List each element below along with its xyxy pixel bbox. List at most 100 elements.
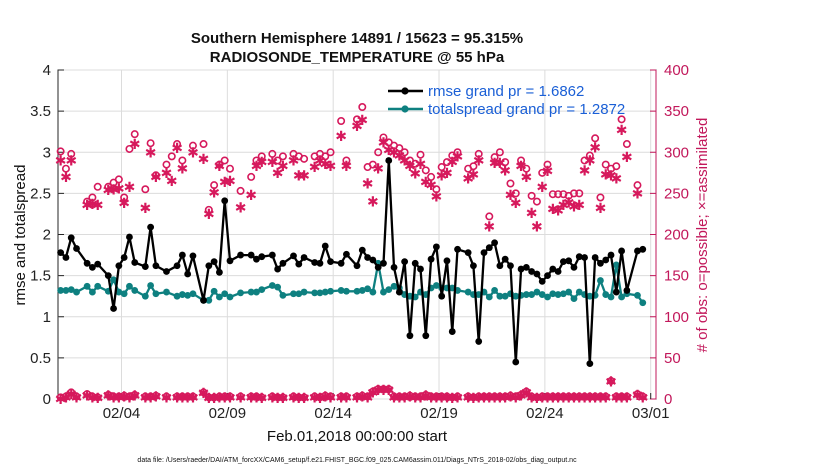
totalspread-point (115, 288, 123, 296)
obs-possible-marker (501, 392, 510, 401)
obs-possible-marker (167, 152, 176, 161)
obs-possible-marker (88, 392, 97, 401)
obs-assimilated-marker: ✱ (542, 389, 554, 405)
rmse-point (57, 249, 65, 256)
obs-assimilated-marker: ✱ (325, 158, 337, 174)
chart-title-line1: Southern Hemisphere 14891 / 15623 = 95.3… (191, 30, 523, 47)
obs-assimilated-marker: ✱ (251, 389, 263, 405)
y-tick-label: 2.5 (30, 185, 51, 202)
rmse-point (623, 287, 631, 294)
obs-assimilated-marker: ✱ (547, 389, 559, 405)
obs-assimilated-marker: ✱ (203, 390, 215, 406)
obs-assimilated-marker: ✱ (600, 389, 612, 405)
obs-assimilated-marker: ✱ (621, 149, 633, 165)
obs-assimilated-marker: ✱ (65, 386, 77, 402)
obs-possible-marker (141, 185, 150, 194)
totalspread-point (485, 293, 493, 301)
obs-assimilated-marker: ✱ (224, 173, 236, 189)
obs-assimilated-marker: ✱ (536, 389, 548, 405)
obs-possible-marker (427, 172, 436, 181)
obs-possible-marker (538, 168, 547, 177)
obs-assimilated-marker: ✱ (335, 389, 347, 405)
totalspread-point (618, 293, 626, 301)
totalspread-point (533, 288, 541, 296)
obs-assimilated-marker: ✱ (108, 181, 120, 197)
obs-assimilated-marker: ✱ (124, 179, 136, 195)
obs-assimilated-marker: ✱ (520, 384, 532, 400)
obs-assimilated-marker: ✱ (605, 167, 617, 183)
totalspread-point (258, 286, 266, 294)
obs-assimilated-marker: ✱ (171, 140, 183, 156)
obs-assimilated-marker: ✱ (113, 389, 125, 405)
obs-possible-marker (617, 115, 626, 124)
x-axis-label: Feb.01,2018 00:00:00 start (267, 428, 448, 445)
rmse-point (268, 251, 276, 259)
obs-possible-marker (474, 149, 483, 158)
obs-assimilated-marker: ✱ (632, 185, 644, 201)
obs-assimilated-marker: ✱ (510, 389, 522, 405)
obs-possible-marker (199, 140, 208, 149)
obs-possible-marker (236, 392, 245, 401)
rmse-point (470, 262, 477, 270)
obs-assimilated-marker: ✱ (314, 152, 326, 168)
obs-possible-marker (585, 151, 594, 160)
x-tick-label: 02/24 (526, 405, 564, 422)
obs-assimilated-marker: ✱ (436, 167, 448, 183)
obs-assimilated-marker: ✱ (139, 200, 151, 216)
rmse-point (247, 251, 255, 259)
obs-possible-marker (178, 156, 187, 165)
obs-assimilated-marker: ✱ (81, 197, 93, 213)
obs-possible-marker (453, 148, 462, 157)
rmse-point (528, 268, 536, 275)
obs-assimilated-marker: ✱ (266, 389, 278, 405)
y-tick-label: 1 (43, 309, 51, 326)
obs-assimilated-marker: ✱ (505, 187, 517, 203)
obs-assimilated-marker: ✱ (341, 389, 353, 405)
rmse-point (327, 258, 334, 266)
obs-assimilated-marker: ✱ (87, 196, 99, 212)
obs-possible-marker (358, 391, 367, 400)
obs-possible-marker (130, 130, 139, 139)
y-tick-label: 3.5 (30, 103, 51, 120)
totalspread-point (221, 290, 229, 298)
rmse-point (432, 243, 440, 251)
obs-possible-marker (247, 172, 256, 181)
obs-assimilated-marker: ✱ (203, 206, 215, 222)
obs-possible-marker (188, 141, 197, 150)
obs-possible-marker (612, 392, 621, 401)
rmse-point (591, 254, 599, 261)
rmse-point (120, 254, 128, 261)
rmse-point (321, 242, 329, 250)
chart-title-line2: RADIOSONDE_TEMPERATURE @ 55 hPa (210, 49, 505, 66)
rmse-point (438, 292, 446, 300)
obs-possible-marker (321, 391, 330, 400)
obs-assimilated-marker: ✱ (256, 154, 268, 170)
obs-possible-marker (379, 385, 388, 394)
obs-possible-marker (257, 152, 266, 161)
obs-assimilated-marker: ✱ (118, 195, 130, 211)
y-axis-left: 0 0.5 1 1.5 2 2.5 3 3.5 4 (30, 62, 64, 408)
rmse-point (417, 265, 424, 273)
y-right-tick-label: 200 (664, 227, 689, 244)
obs-assimilated-marker: ✱ (425, 177, 437, 193)
totalspread-point (496, 292, 504, 300)
totalspread-point (538, 291, 546, 298)
rmse-point (581, 254, 588, 261)
obs-possible-marker (580, 156, 589, 165)
rmse-point (216, 268, 223, 276)
totalspread-point (634, 291, 641, 299)
obs-possible-marker (352, 115, 361, 124)
totalspread-point (501, 292, 509, 300)
obs-possible-marker (215, 392, 224, 401)
obs-assimilated-marker: ✱ (208, 185, 220, 201)
obs-assimilated-marker: ✱ (579, 162, 591, 178)
rmse-point (73, 245, 80, 252)
obs-assimilated-marker: ✱ (515, 158, 527, 174)
obs-possible-marker (151, 391, 160, 400)
y-right-tick-label: 300 (664, 144, 689, 161)
obs-possible-marker (490, 153, 499, 162)
obs-assimilated-marker: ✱ (219, 174, 231, 190)
rmse-point (570, 264, 578, 271)
rmse-point (454, 245, 461, 253)
rmse-point (221, 197, 229, 205)
